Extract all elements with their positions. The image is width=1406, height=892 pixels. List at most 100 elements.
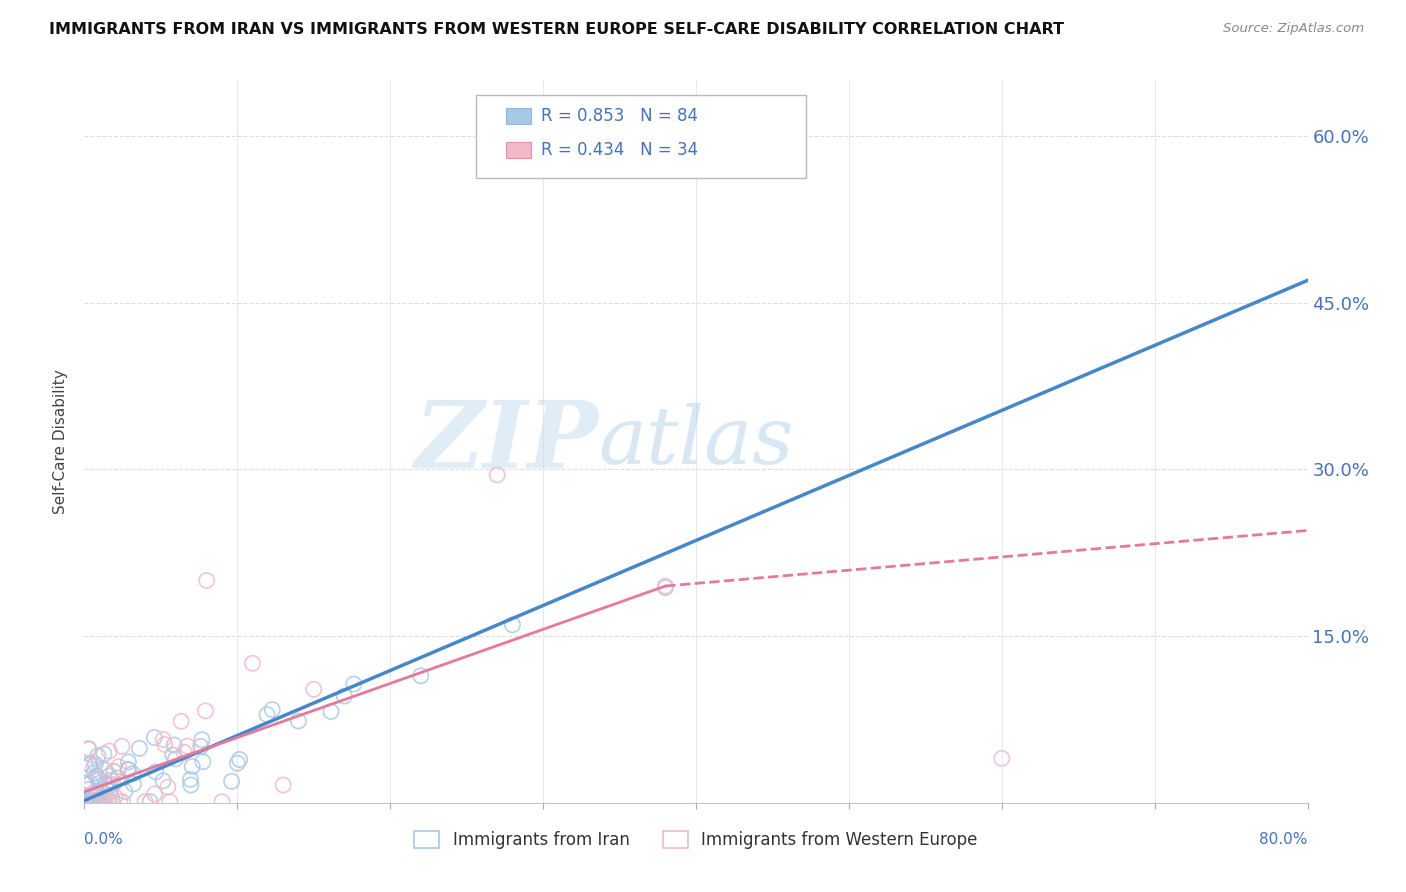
Point [211, 795, 233, 809]
Point [103, 764, 125, 779]
Text: IMMIGRANTS FROM IRAN VS IMMIGRANTS FROM WESTERN EUROPE SELF-CARE DISABILITY CORR: IMMIGRANTS FROM IRAN VS IMMIGRANTS FROM … [49, 22, 1064, 37]
Point [75, 789, 97, 803]
Point [156, 780, 179, 794]
Point [77, 741, 100, 756]
Point [302, 682, 325, 697]
Point [83, 795, 105, 809]
FancyBboxPatch shape [475, 95, 806, 178]
Point [195, 574, 218, 588]
Point [93, 786, 115, 800]
Point [190, 739, 212, 754]
Point [84, 795, 107, 809]
Point [134, 795, 156, 809]
Point [654, 579, 676, 593]
Point [86, 773, 108, 788]
Point [228, 752, 250, 766]
Point [84, 795, 107, 809]
Text: R = 0.434   N = 34: R = 0.434 N = 34 [541, 141, 697, 160]
Point [93, 795, 115, 809]
Point [75, 795, 97, 809]
Y-axis label: Self-Care Disability: Self-Care Disability [53, 369, 69, 514]
Point [75, 795, 97, 809]
Bar [506, 108, 531, 124]
Point [87, 772, 110, 787]
Point [226, 756, 249, 771]
Point [76, 777, 98, 791]
Point [101, 795, 124, 809]
Point [84, 789, 107, 804]
Point [107, 760, 129, 774]
Text: ZIP: ZIP [413, 397, 598, 486]
Point [86, 786, 108, 800]
Point [152, 773, 174, 788]
Point [256, 707, 278, 722]
Point [100, 773, 122, 788]
Point [103, 777, 125, 791]
Point [83, 759, 105, 773]
Point [153, 738, 176, 752]
Point [90, 793, 112, 807]
Point [111, 739, 134, 754]
Point [103, 764, 125, 779]
Point [87, 748, 110, 763]
Point [181, 759, 204, 773]
Point [117, 763, 139, 777]
Point [111, 795, 134, 809]
Point [486, 467, 509, 482]
Point [179, 772, 201, 787]
Point [159, 795, 181, 809]
Point [77, 742, 100, 756]
Point [75, 761, 97, 775]
Point [654, 581, 676, 595]
Point [93, 795, 115, 809]
Point [82, 794, 104, 808]
Point [97, 795, 120, 809]
Point [93, 747, 115, 761]
Point [170, 714, 193, 729]
Point [139, 795, 162, 809]
Text: atlas: atlas [598, 403, 793, 480]
Point [121, 766, 143, 780]
Point [98, 784, 121, 798]
Point [87, 788, 110, 802]
Point [180, 778, 202, 792]
Point [145, 764, 167, 779]
Point [173, 746, 195, 760]
Point [262, 703, 284, 717]
Point [122, 777, 145, 791]
Point [84, 795, 107, 809]
Point [271, 778, 294, 792]
Point [163, 738, 186, 752]
Point [221, 774, 243, 789]
Point [79, 757, 101, 772]
Point [114, 784, 136, 798]
Point [82, 787, 104, 801]
Point [333, 689, 356, 703]
Point [77, 757, 100, 772]
Point [79, 795, 101, 809]
Point [98, 795, 121, 809]
Bar [506, 143, 531, 158]
Point [82, 795, 104, 809]
Point [194, 704, 217, 718]
Point [242, 657, 264, 671]
Point [98, 769, 121, 783]
Point [80, 795, 103, 809]
Point [287, 714, 309, 728]
Point [117, 755, 139, 769]
Point [84, 795, 107, 809]
Point [83, 766, 105, 780]
Point [98, 744, 121, 758]
Point [162, 747, 184, 762]
Point [86, 769, 108, 783]
Point [86, 793, 108, 807]
Text: 80.0%: 80.0% [1260, 831, 1308, 847]
Point [108, 795, 131, 809]
Point [87, 794, 110, 808]
Point [143, 731, 166, 745]
Point [191, 755, 214, 769]
Point [77, 782, 100, 797]
Point [502, 617, 524, 632]
Point [343, 677, 366, 691]
Point [409, 669, 432, 683]
